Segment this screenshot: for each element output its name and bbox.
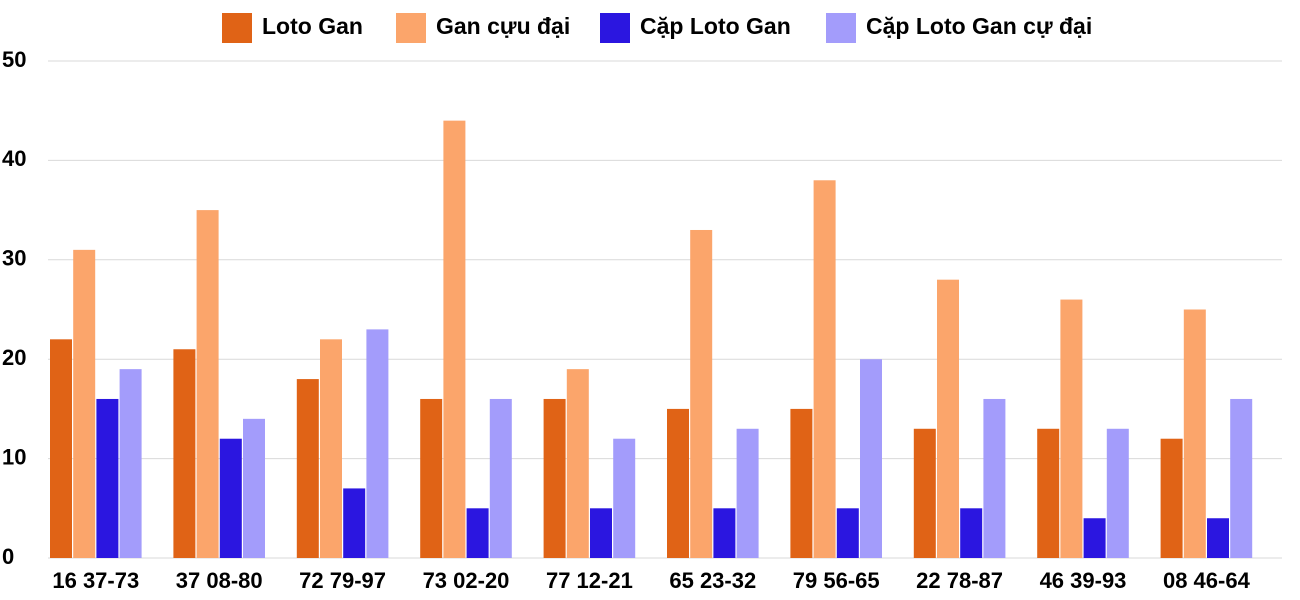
legend-swatch <box>600 13 630 43</box>
bar <box>937 279 959 558</box>
bar <box>1183 309 1206 558</box>
bar <box>50 339 72 558</box>
y-tick-label: 40 <box>2 146 26 171</box>
x-tick-label: 65 23-32 <box>669 568 756 593</box>
x-tick-label: 73 02-20 <box>423 568 510 593</box>
legend-label: Cặp Loto Gan <box>640 13 791 39</box>
x-tick-label: 72 79-97 <box>299 568 386 593</box>
x-tick-label: 08 46-64 <box>1163 568 1251 593</box>
bar <box>243 418 265 558</box>
bar <box>1060 299 1083 558</box>
bar <box>196 210 219 558</box>
bar <box>736 428 759 558</box>
legend-label: Loto Gan <box>262 13 363 39</box>
bar <box>813 180 836 558</box>
bar <box>466 508 489 558</box>
bar <box>73 249 96 559</box>
bar <box>836 508 859 558</box>
bar <box>1160 438 1183 558</box>
y-tick-label: 30 <box>2 246 26 271</box>
y-tick-label: 10 <box>2 444 26 469</box>
bar <box>343 488 366 558</box>
bar <box>320 339 342 558</box>
bar <box>1207 518 1229 558</box>
bar <box>119 369 142 558</box>
bar <box>690 229 713 559</box>
legend-swatch <box>222 13 252 43</box>
bar <box>296 379 319 558</box>
bar <box>96 398 119 558</box>
bar <box>173 349 196 558</box>
legend-swatch <box>826 13 856 43</box>
bar <box>960 508 983 558</box>
bar <box>667 408 689 558</box>
bar <box>443 120 466 558</box>
bar <box>420 398 443 558</box>
legend-swatch <box>396 13 426 43</box>
x-tick-label: 77 12-21 <box>546 568 633 593</box>
bar <box>983 398 1006 558</box>
x-tick-label: 79 56-65 <box>793 568 880 593</box>
x-tick-label: 16 37-73 <box>52 568 139 593</box>
x-tick-label: 22 78-87 <box>916 568 1003 593</box>
bar <box>566 369 589 558</box>
x-tick-label: 46 39-93 <box>1040 568 1127 593</box>
legend-label: Cặp Loto Gan cự đại <box>866 13 1092 39</box>
x-tick-label: 37 08-80 <box>176 568 263 593</box>
bar <box>1106 428 1129 558</box>
y-tick-label: 20 <box>2 345 26 370</box>
bar <box>489 398 512 558</box>
y-tick-label: 0 <box>2 544 14 569</box>
bar <box>613 438 636 558</box>
bar <box>1037 428 1060 558</box>
bar <box>1230 398 1253 558</box>
bar <box>1083 518 1106 558</box>
bar <box>790 408 813 558</box>
bar <box>590 508 612 558</box>
y-tick-label: 50 <box>2 47 26 72</box>
bar <box>713 508 736 558</box>
legend-label: Gan cựu đại <box>436 13 570 39</box>
bar <box>913 428 936 558</box>
bar <box>860 359 882 558</box>
bar <box>219 438 242 558</box>
bar <box>543 398 566 558</box>
bar <box>366 329 389 558</box>
